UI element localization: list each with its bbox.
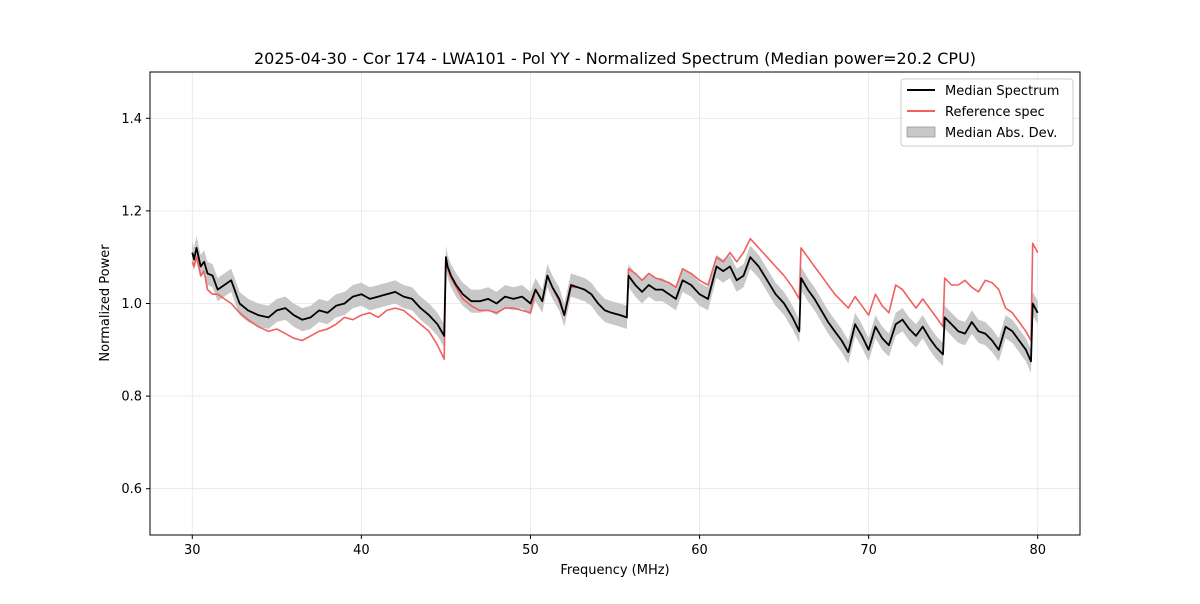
- y-axis-label: Normalized Power: [98, 244, 113, 362]
- median-spectrum-line: [191, 246, 1039, 363]
- legend: Median Spectrum Reference spec Median Ab…: [900, 78, 1074, 147]
- mad-band: [192, 236, 1038, 373]
- legend-mad-label: Median Abs. Dev.: [945, 126, 1057, 141]
- x-tick-label: 40: [353, 543, 370, 558]
- x-axis-label: Frequency (MHz): [560, 563, 669, 578]
- y-tick-label: 1.4: [121, 112, 142, 127]
- x-tick-label: 60: [691, 543, 708, 558]
- x-tick-label: 30: [184, 543, 201, 558]
- y-tick-label: 1.0: [121, 297, 142, 312]
- y-tick-label: 0.6: [121, 482, 142, 497]
- y-axis-ticks: 0.6 0.8 1.0 1.2 1.4: [121, 112, 150, 497]
- x-tick-label: 70: [860, 543, 877, 558]
- y-tick-label: 0.8: [121, 390, 142, 405]
- x-axis-ticks: 30 40 50 60 70 80: [184, 535, 1046, 558]
- y-tick-label: 1.2: [121, 204, 142, 219]
- mad-band-layer: [192, 236, 1038, 373]
- legend-mad-swatch: [906, 126, 936, 138]
- legend-reference-label: Reference spec: [945, 105, 1045, 120]
- chart-title: 2025-04-30 - Cor 174 - LWA101 - Pol YY -…: [254, 49, 976, 68]
- x-tick-label: 50: [522, 543, 539, 558]
- legend-box: [900, 78, 1074, 147]
- legend-median-label: Median Spectrum: [945, 84, 1059, 99]
- series-lines: [191, 237, 1039, 363]
- x-tick-label: 80: [1029, 543, 1046, 558]
